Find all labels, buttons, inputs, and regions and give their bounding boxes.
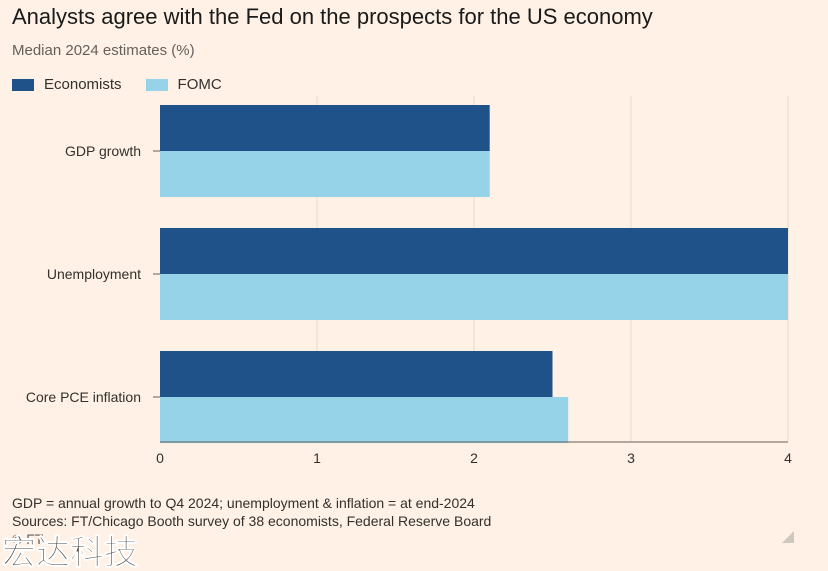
category-label: GDP growth — [65, 143, 141, 159]
x-tick-label: 3 — [627, 450, 635, 466]
footer-sources: Sources: FT/Chicago Booth survey of 38 e… — [12, 513, 492, 529]
bar-fomc-1 — [160, 274, 788, 320]
legend-item-economists: Economists — [12, 76, 122, 93]
chart-subtitle: Median 2024 estimates (%) — [12, 42, 195, 59]
watermark-text: 宏达科技 — [2, 533, 138, 570]
legend-swatch-fomc — [145, 78, 168, 91]
watermark-logo: 宏达科技 — [2, 533, 139, 570]
bar-economists-2 — [160, 351, 553, 397]
bar-economists-0 — [160, 105, 490, 151]
footer-note: GDP = annual growth to Q4 2024; unemploy… — [12, 495, 475, 511]
chart-footer: GDP = annual growth to Q4 2024; unemploy… — [12, 494, 491, 530]
category-label: Unemployment — [47, 266, 141, 282]
copyright: © FT — [12, 531, 44, 547]
legend-label-economists: Economists — [44, 76, 122, 93]
bar-economists-1 — [160, 228, 788, 274]
legend-label-fomc: FOMC — [177, 76, 222, 93]
corner-resize-icon — [782, 531, 794, 543]
x-tick-label: 1 — [313, 450, 321, 466]
chart-title: Analysts agree with the Fed on the prosp… — [12, 4, 653, 29]
legend: Economists FOMC — [12, 76, 246, 93]
x-tick-label: 4 — [784, 450, 792, 466]
bar-fomc-2 — [160, 397, 569, 443]
legend-swatch-economists — [12, 78, 34, 91]
bar-fomc-0 — [160, 151, 490, 197]
category-label: Core PCE inflation — [26, 389, 141, 405]
legend-item-fomc: FOMC — [145, 76, 222, 93]
bar-chart: GDP growth Unemployment Core PCE inflation… — [26, 96, 792, 466]
x-tick-label: 0 — [156, 450, 164, 466]
x-tick-label: 2 — [470, 450, 478, 466]
